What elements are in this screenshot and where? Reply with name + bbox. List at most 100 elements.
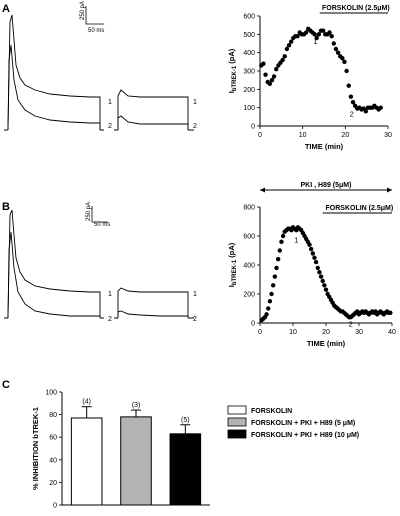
chart-c-bars: 0 20 40 60 80 100 % INHIBITION bTREK-1 (4) (3) (5…	[31, 390, 359, 510]
data-point	[350, 99, 356, 105]
data-point	[279, 239, 284, 244]
y-tick-label: 400	[243, 50, 255, 57]
trace-label: 2	[108, 123, 112, 130]
trace-b-left-2	[7, 231, 101, 319]
y-tick-label: 200	[243, 292, 255, 299]
data-point	[303, 30, 309, 35]
y-tick-label: 80	[49, 412, 57, 419]
data-point	[284, 46, 290, 52]
treatment-label: FORSKOLIN (2.5μM)	[322, 5, 390, 12]
data-point	[267, 299, 273, 304]
y-axis-label: IbTREK-1 (pA)	[227, 242, 238, 287]
data-point	[331, 41, 337, 46]
treatment-label: PKI , H89 (5μM)	[301, 182, 352, 189]
data-point	[266, 306, 271, 311]
point-label: 2	[349, 320, 353, 329]
data-point	[271, 74, 277, 79]
data-point	[274, 66, 279, 72]
trace-a-right-1	[117, 89, 189, 130]
data-point	[310, 251, 315, 256]
x-tick-label: 10	[299, 132, 307, 139]
data-point	[320, 278, 325, 284]
data-point	[269, 77, 275, 83]
n-label: (4)	[82, 399, 91, 406]
data-point	[323, 287, 329, 292]
x-tick-label: 30	[355, 329, 363, 336]
panel-label-b: B	[2, 201, 10, 213]
y-tick-label: 100	[243, 105, 255, 112]
data-point	[274, 265, 279, 271]
y-tick-label: 200	[243, 87, 255, 94]
trace-a-left-2	[7, 44, 101, 131]
y-axis-label: IbTREK-1 (pA)	[227, 48, 238, 93]
y-tick-label: 0	[251, 124, 255, 131]
y-tick-label: 400	[243, 263, 255, 270]
axis-lines	[259, 207, 392, 324]
x-tick-label: 20	[341, 132, 349, 139]
y-tick-label: 40	[49, 457, 57, 464]
bar	[70, 417, 103, 506]
y-tick-label: 300	[243, 69, 255, 76]
y-tick-label: 600	[243, 234, 255, 241]
trace-label: 2	[193, 316, 197, 323]
data-point	[312, 32, 317, 37]
panel-label-c: C	[2, 379, 10, 391]
data-point	[261, 61, 266, 66]
y-tick-label: 0	[251, 321, 255, 328]
panel-a-traces	[4, 14, 194, 131]
legend-label: FORSKOLIN	[251, 408, 292, 415]
data-point	[275, 257, 281, 262]
y-tick-label: 60	[49, 435, 57, 442]
trace-label: 1	[193, 99, 197, 106]
y-tick-label: 20	[49, 480, 57, 487]
x-axis-label: TIME (min)	[307, 339, 346, 348]
trace-a-right-2	[117, 115, 189, 130]
data-point	[277, 248, 282, 253]
data-point	[280, 233, 286, 239]
data-point	[267, 81, 273, 87]
data-point	[320, 28, 326, 33]
data-point	[340, 55, 345, 61]
legend-swatch	[227, 405, 247, 415]
bar	[120, 416, 152, 506]
x-tick-label: 0	[258, 329, 262, 336]
x-tick-label: 20	[322, 329, 330, 336]
data-point	[313, 259, 319, 265]
chart-a-timecourse: 0 100 200 300 400 500 600 0 10 20 30 TIME (min) IbTR…	[227, 5, 392, 151]
trace-label: 1	[193, 291, 197, 298]
panel-b-traces	[4, 209, 194, 319]
y-tick-label: 500	[243, 32, 255, 39]
chart-b-timecourse: 0 200 400 600 800 0 10 20 30 40 TIME (min) IbTREK-1…	[227, 182, 396, 348]
point-label: 1	[313, 37, 317, 46]
scale-bar-y-label: 250 pA	[86, 202, 92, 221]
panel-label-a: A	[2, 3, 10, 15]
x-tick-label: 40	[388, 329, 396, 336]
x-tick-label: 0	[258, 132, 262, 139]
data-point	[333, 46, 339, 52]
data-point	[335, 50, 341, 55]
data-point	[271, 283, 276, 288]
data-point	[295, 33, 300, 39]
trace-label: 2	[193, 123, 197, 130]
data-point	[286, 43, 292, 48]
scale-bar-y-label: 250 pA	[80, 1, 86, 20]
trace-a-left-1	[7, 14, 101, 130]
bar	[169, 433, 202, 506]
data-point	[329, 33, 334, 39]
data-point	[315, 265, 320, 271]
data-point	[272, 274, 278, 279]
trace-b-right-1	[117, 287, 189, 318]
n-label: (3)	[132, 402, 141, 409]
data-point	[378, 105, 383, 110]
data-point	[316, 32, 322, 37]
legend-swatch	[227, 417, 247, 427]
trace-b-left-1	[7, 209, 101, 318]
data-point	[388, 310, 393, 316]
legend-label: FORSKOLIN + PKI + H89 (10 μM)	[251, 432, 359, 439]
data-point	[327, 30, 332, 35]
scale-bar-x-label: 50 ms	[94, 222, 110, 228]
data-point	[322, 283, 327, 288]
scale-bar-b: 250 pA 50 ms	[86, 202, 110, 228]
data-point	[282, 54, 287, 59]
